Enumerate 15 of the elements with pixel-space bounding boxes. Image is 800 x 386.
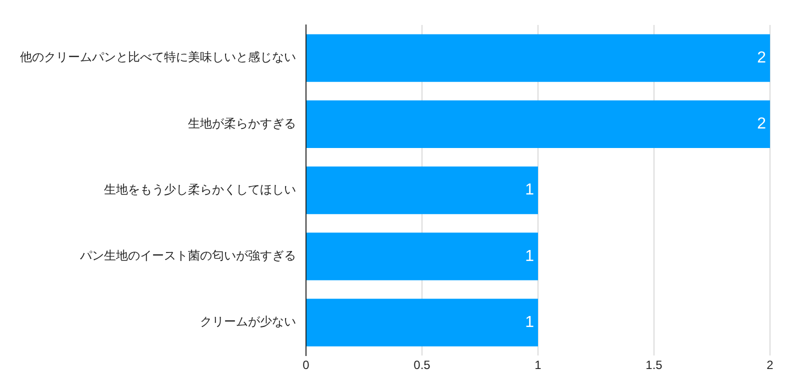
data-label: 2 <box>757 116 766 133</box>
x-tick-label: 2 <box>766 358 774 372</box>
y-tick-label: 生地が柔らかすぎる <box>188 116 296 130</box>
x-tick-label: 0.5 <box>414 358 431 372</box>
y-tick-label: クリームが少ない <box>200 314 296 329</box>
y-tick-label: 他のクリームパンと比べて特に美味しいと感じない <box>20 50 296 64</box>
data-label: 1 <box>525 314 534 331</box>
y-tick-label: 生地をもう少し柔らかくしてほしい <box>104 182 296 196</box>
data-label: 1 <box>525 248 534 265</box>
data-label: 1 <box>525 182 534 199</box>
data-label: 2 <box>757 49 766 66</box>
y-tick-label: パン生地のイースト菌の匂いが強すぎる <box>79 248 296 263</box>
x-tick-label: 1 <box>534 358 542 372</box>
x-tick-label: 1.5 <box>646 358 663 372</box>
x-tick-label: 0 <box>302 358 310 372</box>
